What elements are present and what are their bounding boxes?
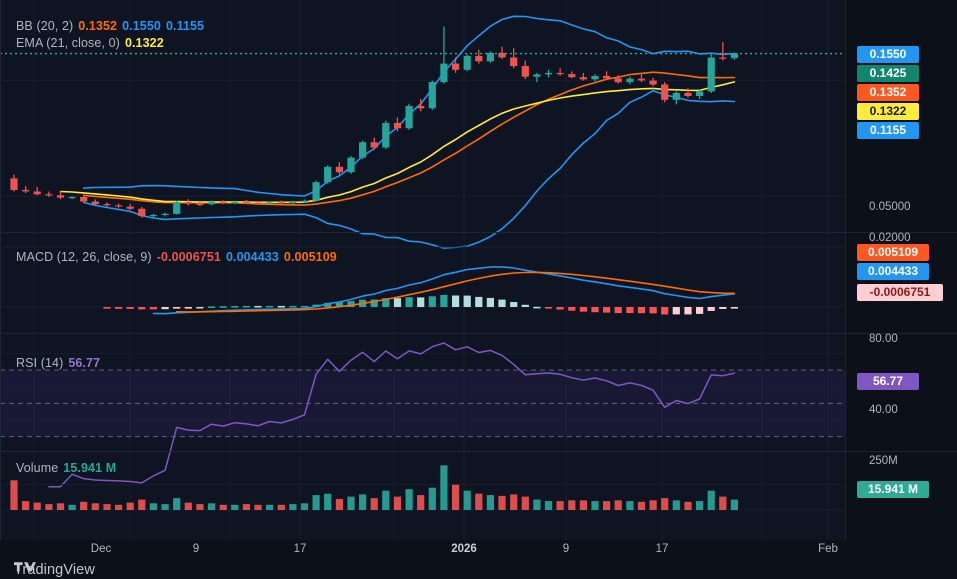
macd-pane-legend: MACD (12, 26, close, 9) -0.0006751 0.00443…	[16, 249, 337, 266]
rsi-legend-row[interactable]: RSI (14) 56.77	[16, 355, 100, 372]
rsi-pane-legend: RSI (14) 56.77	[16, 355, 100, 372]
volume-legend-value: 15.941 M	[63, 461, 117, 475]
rsi-legend-title: RSI (14)	[16, 356, 64, 370]
macd-legend-value-signal: 0.005109	[283, 250, 337, 264]
price-price-badge[interactable]: 0.1155	[857, 122, 919, 139]
rsi-scale[interactable]	[845, 334, 957, 451]
rsi-legend-value: 56.77	[68, 356, 101, 370]
ema-legend-value: 0.1322	[124, 36, 164, 50]
volume-price-badge[interactable]: 15.941 M	[857, 481, 929, 498]
macd-price-badge[interactable]: 0.004433	[857, 263, 929, 280]
macd-legend-value-macd: 0.004433	[225, 250, 279, 264]
ema-legend-row[interactable]: EMA (21, close, 0) 0.1322	[16, 35, 204, 52]
time-axis-label[interactable]: 2026	[451, 543, 477, 555]
time-axis-label[interactable]: Dec	[90, 543, 112, 555]
bb-legend-value-basis: 0.1352	[78, 19, 118, 33]
price-axis-label: 0.05000	[869, 201, 911, 213]
bb-legend-value-lower: 0.1155	[165, 19, 205, 33]
bb-legend-value-upper: 0.1550	[122, 19, 161, 33]
tradingview-logo-icon	[14, 562, 36, 572]
volume-legend-title: Volume	[16, 461, 59, 475]
time-axis-label[interactable]: 17	[293, 543, 307, 555]
chart-footer: TradingView	[0, 562, 957, 579]
macd-legend-title: MACD (12, 26, close, 9)	[16, 250, 152, 264]
price-pane-legend: BB (20, 2) 0.1352 0.1550 0.1155 EMA (21, cl…	[16, 18, 204, 52]
volume-legend-row[interactable]: Volume 15.941 M	[16, 460, 116, 477]
pane-separator-rsi-volume	[0, 451, 957, 452]
bb-legend-row[interactable]: BB (20, 2) 0.1352 0.1550 0.1155	[16, 18, 204, 35]
rsi-axis-label: 40.00	[869, 404, 898, 416]
time-axis-label[interactable]: 9	[192, 543, 200, 555]
volume-axis-label: 250M	[869, 455, 898, 467]
rsi-price-badge[interactable]: 56.77	[857, 373, 919, 390]
price-price-badge[interactable]: 0.1352	[857, 84, 919, 101]
volume-pane-legend: Volume 15.941 M	[16, 460, 116, 477]
macd-legend-value-hist: -0.0006751	[156, 250, 221, 264]
macd-axis-label: 0.02000	[869, 232, 911, 244]
time-axis[interactable]: Dec 9 17 2026 9 17 Feb	[0, 540, 957, 562]
pane-separator-price-macd	[0, 232, 957, 233]
price-scale-separator	[845, 0, 846, 540]
price-price-badge[interactable]: 0.1550	[857, 46, 919, 63]
macd-pane[interactable]	[0, 233, 845, 333]
pane-separator-macd-rsi	[0, 333, 957, 334]
tradingview-branding[interactable]: TradingView	[14, 562, 95, 578]
macd-legend-row[interactable]: MACD (12, 26, close, 9) -0.0006751 0.00443…	[16, 249, 337, 266]
price-pane[interactable]	[0, 0, 845, 232]
time-axis-label[interactable]: 17	[655, 543, 669, 555]
price-price-badge[interactable]: 0.1425	[857, 65, 919, 82]
tradingview-wordmark: TradingView	[14, 562, 95, 578]
bb-legend-title: BB (20, 2)	[16, 19, 74, 33]
macd-price-badge[interactable]: -0.0006751	[857, 284, 943, 301]
time-axis-label[interactable]: Feb	[818, 543, 838, 555]
plot-left-edge	[0, 0, 1, 540]
rsi-axis-label: 80.00	[869, 333, 898, 345]
macd-price-badge[interactable]: 0.005109	[857, 244, 929, 261]
ema-legend-title: EMA (21, close, 0)	[16, 36, 120, 50]
price-price-badge[interactable]: 0.1322	[857, 103, 919, 120]
time-axis-label[interactable]: 9	[562, 543, 570, 555]
